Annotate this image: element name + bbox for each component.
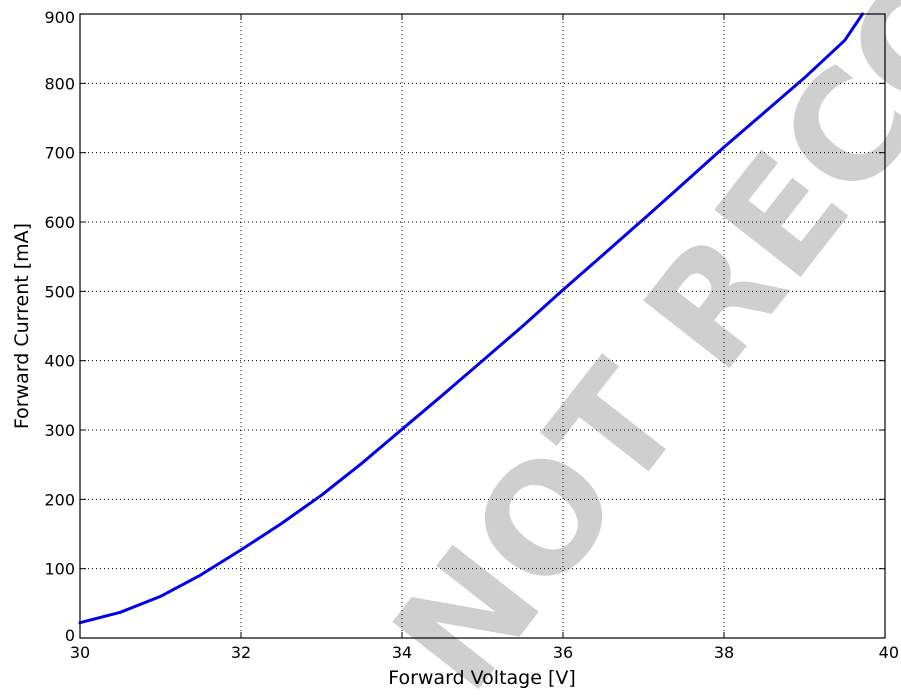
y-tick-label: 300 <box>44 421 75 440</box>
y-tick-label: 500 <box>44 282 75 301</box>
x-tick-label: 34 <box>392 643 412 662</box>
x-tick-label: 40 <box>879 643 899 662</box>
y-tick-label: 800 <box>44 74 75 93</box>
y-tick-label: 600 <box>44 213 75 232</box>
x-tick-label: 30 <box>70 643 90 662</box>
watermark: NOT RECOMMENDED FOR NEW DESIGN <box>361 0 901 696</box>
y-tick-label: 100 <box>44 560 75 579</box>
y-axis-label: Forward Current [mA] <box>11 223 33 429</box>
y-tick-label: 900 <box>44 8 75 27</box>
y-tick-label: 0 <box>65 626 75 645</box>
grid <box>80 14 885 638</box>
plot-frame <box>79 13 886 639</box>
x-tick-label: 38 <box>714 643 734 662</box>
series-line-0 <box>78 12 864 625</box>
x-tick-label: 32 <box>231 643 251 662</box>
y-tick-label: 200 <box>44 490 75 509</box>
x-axis-label: Forward Voltage [V] <box>388 667 576 689</box>
y-tick-label: 700 <box>44 144 75 163</box>
x-tick-label: 36 <box>553 643 573 662</box>
watermark-text: NOT RECOMMENDED FOR NEW DESIGN <box>361 0 901 696</box>
series-layer <box>78 12 864 625</box>
y-tick-label: 400 <box>44 352 75 371</box>
